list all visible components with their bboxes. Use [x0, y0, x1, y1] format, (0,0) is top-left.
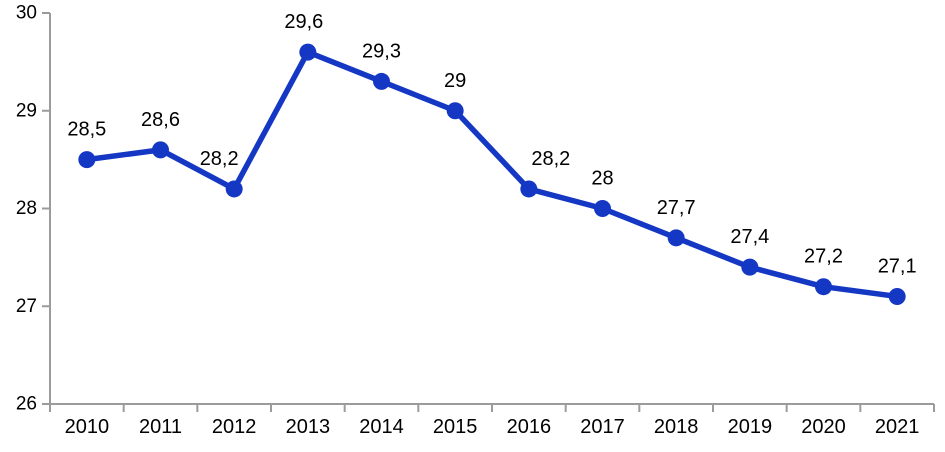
data-point-marker	[446, 102, 464, 120]
data-labels-group: 28,5 28,6 28,2 29,6 29,3 29 28,2 28 27,7 27,4 27,2…	[67, 11, 916, 277]
x-tick-label: 2016	[507, 416, 552, 438]
data-point-label: 27,4	[730, 226, 769, 248]
markers-group	[78, 43, 906, 305]
data-point-label: 28	[591, 168, 613, 190]
x-tick-label: 2017	[580, 416, 625, 438]
data-point-marker	[299, 43, 317, 61]
data-point-label: 27,1	[878, 255, 917, 277]
x-tick-label: 2018	[654, 416, 699, 438]
data-point-marker	[78, 151, 96, 169]
data-point-label: 28,2	[200, 148, 239, 170]
x-tick-label: 2014	[359, 416, 404, 438]
x-tick-label: 2010	[65, 416, 110, 438]
x-tick-label: 2013	[286, 416, 331, 438]
x-tick-label: 2015	[433, 416, 478, 438]
series-line	[84, 49, 900, 300]
data-point-marker	[815, 278, 832, 296]
data-point-marker	[741, 258, 759, 276]
x-tick-label: 2021	[875, 416, 920, 438]
data-point-marker	[225, 180, 243, 198]
x-tick-label: 2019	[728, 416, 773, 438]
data-point-label: 28,2	[531, 148, 570, 170]
data-point-label: 29,6	[284, 11, 323, 33]
data-point-label: 29	[444, 70, 466, 92]
data-point-marker	[520, 180, 538, 198]
x-tick-label: 2020	[801, 416, 846, 438]
data-point-marker	[888, 287, 906, 305]
data-point-marker	[373, 72, 390, 90]
data-point-label: 28,5	[67, 119, 106, 141]
y-tick-label: 27	[16, 296, 37, 317]
x-tick-label: 2012	[212, 416, 257, 438]
x-tick-label: 2011	[139, 416, 182, 438]
y-tick-label: 29	[16, 100, 37, 121]
y-tick-label: 28	[16, 198, 37, 219]
data-point-marker	[594, 200, 611, 217]
data-point-label: 27,2	[804, 246, 843, 268]
data-point-marker	[667, 229, 685, 247]
y-tick-label: 26	[16, 394, 37, 415]
data-point-label: 28,6	[141, 109, 180, 131]
data-point-marker	[152, 141, 169, 159]
data-point-label: 29,3	[362, 40, 401, 62]
axes-group: 26 27 28 29 30 2010 2011 2012 2013 2014 2015 2016 20…	[16, 3, 935, 438]
y-tick-label: 30	[16, 3, 37, 24]
data-point-label: 27,7	[657, 197, 696, 219]
